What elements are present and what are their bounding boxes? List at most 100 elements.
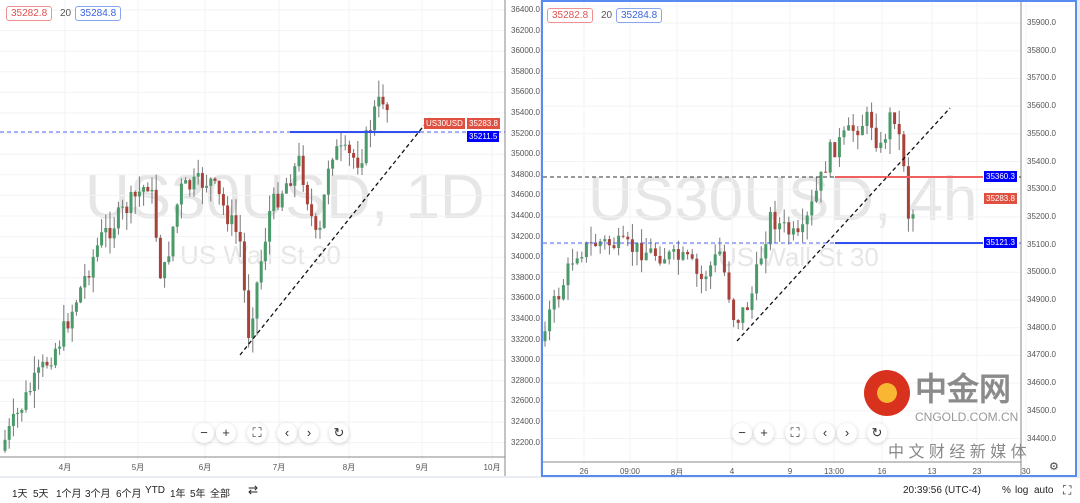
- price-tick: 32400.0: [511, 417, 540, 426]
- time-tick: 8月: [670, 468, 684, 477]
- reset-scale-button[interactable]: ⛶: [785, 423, 805, 443]
- trend-line: [239, 117, 431, 356]
- scroll-left-button[interactable]: ‹: [815, 423, 835, 443]
- candle: [226, 205, 230, 225]
- candle: [347, 144, 351, 154]
- fullscreen-icon[interactable]: ⛶: [1063, 483, 1072, 497]
- candle: [377, 96, 381, 107]
- auto-toggle[interactable]: auto: [1034, 485, 1054, 496]
- candle: [575, 258, 579, 264]
- candle: [883, 139, 887, 143]
- candle: [543, 331, 547, 342]
- range-button[interactable]: 1天: [12, 489, 28, 500]
- spread-value: 20: [60, 8, 72, 19]
- candle: [681, 252, 685, 260]
- candle: [667, 251, 671, 260]
- candle: [828, 142, 832, 173]
- last-price-label: 35283.8: [467, 118, 500, 129]
- zoom-in-button[interactable]: +: [754, 423, 774, 443]
- range-button[interactable]: 3个月: [85, 489, 111, 500]
- candle: [116, 207, 120, 229]
- time-tick: 7月: [272, 463, 286, 472]
- time-tick: 4: [729, 467, 735, 476]
- range-button[interactable]: 1个月: [56, 489, 82, 500]
- candle: [188, 180, 192, 190]
- bid-price-badge[interactable]: 35282.8: [547, 8, 594, 23]
- settings-gear-icon[interactable]: ⚙: [1049, 461, 1059, 473]
- candle: [58, 346, 62, 349]
- candle: [310, 204, 314, 217]
- scroll-right-button[interactable]: ›: [837, 423, 857, 443]
- clock-time[interactable]: 20:39:56 (UTC-4): [903, 485, 981, 496]
- zoom-out-button[interactable]: −: [194, 423, 214, 443]
- date-range-icon[interactable]: ⇄: [248, 483, 259, 497]
- candle: [589, 242, 593, 244]
- range-button[interactable]: 全部: [210, 489, 230, 500]
- range-button[interactable]: 5年: [190, 489, 206, 500]
- price-tick: 35700.0: [1027, 73, 1056, 83]
- right-candlestick-chart[interactable]: [543, 2, 1077, 477]
- candle: [53, 348, 57, 366]
- ask-price-badge[interactable]: 35284.8: [75, 6, 122, 21]
- candle: [163, 262, 167, 279]
- time-tick: 5月: [131, 463, 145, 472]
- candle: [745, 307, 749, 310]
- price-tick: 32800.0: [511, 375, 540, 385]
- candle: [911, 214, 915, 219]
- log-toggle[interactable]: log: [1015, 485, 1029, 496]
- ask-price-badge[interactable]: 35284.8: [616, 8, 663, 23]
- candle: [824, 171, 828, 173]
- candle: [326, 168, 330, 195]
- range-button[interactable]: 1年: [170, 489, 186, 500]
- candle: [112, 228, 116, 239]
- candle: [902, 134, 906, 167]
- price-tick: 33400.0: [511, 314, 540, 323]
- watermark-slogan: 中 文 财 经 新 媒 体: [888, 444, 1027, 461]
- candle: [3, 439, 7, 451]
- range-button[interactable]: 5天: [33, 489, 49, 500]
- candle: [860, 126, 864, 136]
- range-button[interactable]: YTD: [145, 485, 165, 496]
- zoom-in-button[interactable]: +: [216, 423, 236, 443]
- candle: [658, 255, 662, 264]
- reset-scale-button[interactable]: ⛶: [247, 423, 267, 443]
- scroll-left-button[interactable]: ‹: [277, 423, 297, 443]
- candle: [893, 112, 897, 124]
- candle: [801, 224, 805, 233]
- time-tick: 26: [579, 467, 589, 476]
- candle: [192, 176, 196, 190]
- candle: [870, 111, 874, 128]
- left-candlestick-chart[interactable]: [0, 0, 540, 476]
- price-tick: 35600.0: [511, 87, 540, 97]
- bid-price-badge[interactable]: 35282.8: [6, 6, 53, 21]
- watermark-domain: CNGOLD.COM.CN: [915, 410, 1019, 424]
- candle: [741, 307, 745, 323]
- candle: [571, 263, 575, 265]
- scroll-right-button[interactable]: ›: [299, 423, 319, 443]
- candle: [247, 290, 251, 338]
- candle: [773, 211, 777, 230]
- price-tick: 33200.0: [511, 334, 540, 344]
- time-tick: 09:00: [619, 467, 641, 476]
- candle: [644, 252, 648, 261]
- candle: [713, 254, 717, 266]
- candle: [906, 166, 910, 219]
- refresh-icon[interactable]: ↻: [329, 423, 349, 443]
- zoom-out-button[interactable]: −: [732, 423, 752, 443]
- candle: [814, 190, 818, 202]
- price-tick: 33600.0: [511, 293, 540, 303]
- line-price-label-2: 35121.3: [984, 237, 1017, 248]
- time-tick: 23: [972, 467, 982, 476]
- price-tick: 34500.0: [1027, 405, 1056, 415]
- refresh-icon[interactable]: ↻: [867, 423, 887, 443]
- price-tick: 35800.0: [1027, 45, 1056, 55]
- candle: [150, 189, 154, 192]
- candle: [695, 258, 699, 274]
- candle: [259, 261, 263, 283]
- range-button[interactable]: 6个月: [116, 489, 142, 500]
- candle: [171, 226, 175, 257]
- candle: [718, 251, 722, 255]
- percent-toggle[interactable]: %: [1002, 485, 1011, 496]
- left-chart-pane[interactable]: US30USD, 1D US Wall St 30 35282.8 20 352…: [0, 0, 540, 476]
- candle: [297, 155, 301, 167]
